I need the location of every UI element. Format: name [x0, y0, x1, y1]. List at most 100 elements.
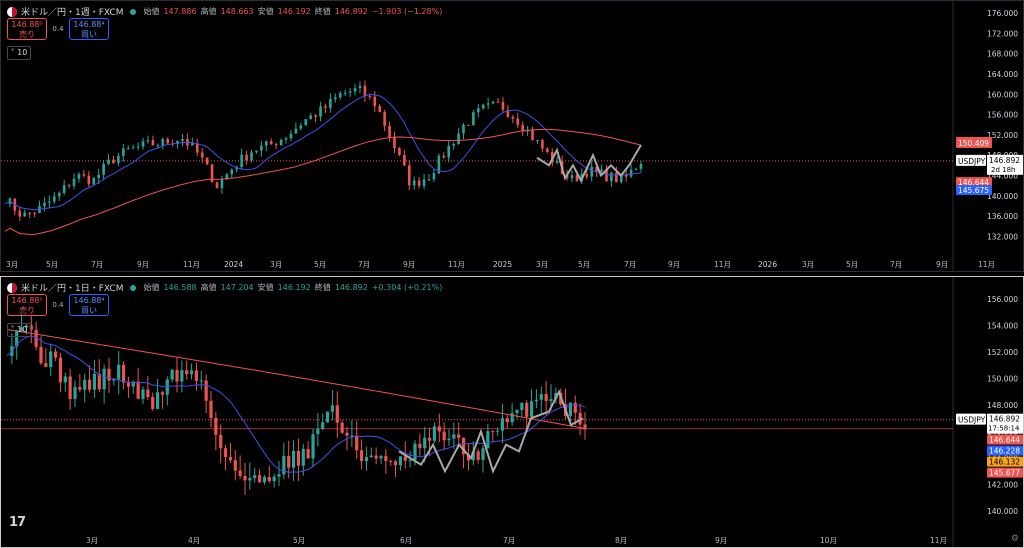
- settings-gear-icon[interactable]: ⚙: [1010, 534, 1019, 544]
- daily-candle: [126, 382, 131, 387]
- weekly-candle: [624, 174, 628, 177]
- weekly-candle: [324, 106, 327, 108]
- daily-candle: [112, 379, 116, 381]
- symbol-title[interactable]: 米ドル／円・1日・FXCM: [21, 284, 124, 294]
- daily-candle: [253, 475, 257, 479]
- weekly-candle: [457, 133, 460, 145]
- weekly-candle: [131, 147, 135, 149]
- x-tick-label: 9月: [715, 536, 727, 545]
- daily-candle: [29, 325, 33, 330]
- weekly-candle: [225, 174, 229, 180]
- daily-candle: [301, 449, 305, 466]
- zigzag-line: [398, 389, 584, 474]
- daily-candle: [437, 426, 441, 432]
- daily-candle: [287, 456, 291, 468]
- slow-ma-price-tag-bg: [956, 136, 992, 148]
- weekly-candle: [48, 201, 51, 203]
- daily-candle: [461, 437, 466, 455]
- buy-button[interactable]: 146.88⁴ 買い: [69, 18, 109, 40]
- y-tick-label: 172.000: [987, 29, 1018, 38]
- buy-button[interactable]: 146.88⁴ 買い: [69, 294, 109, 316]
- weekly-candle: [43, 202, 46, 207]
- indicator-toggle[interactable]: ˅ 10: [7, 46, 31, 60]
- daily-candle: [510, 413, 514, 423]
- usd-jpy-flag-icon: [7, 6, 17, 17]
- y-tick-label: 136.000: [987, 212, 1018, 221]
- indicator-toggle[interactable]: ˅ 10: [7, 323, 31, 337]
- daily-chart-canvas[interactable]: 156.000154.000152.000150.000148.000146.0…: [1, 277, 1023, 547]
- weekly-candle: [195, 143, 199, 153]
- weekly-chart-pane[interactable]: 176.000 172.000 168.000 164.000 160.000 156.0…: [0, 0, 1024, 272]
- daily-candle: [457, 434, 461, 438]
- open-value: 146.588: [163, 283, 197, 292]
- daily-candle: [238, 470, 242, 476]
- daily-candle: [189, 370, 194, 375]
- x-tick-label: 2024: [224, 260, 243, 269]
- sell-button[interactable]: 146.88⁰ 売り: [7, 18, 47, 40]
- slow-ma-price-tag: 150.409: [958, 139, 989, 148]
- fast-ma-line: [4, 94, 642, 211]
- daily-candle: [427, 437, 432, 441]
- market-open-dot-icon: [130, 284, 137, 291]
- y-tick-label: 168.000: [987, 50, 1018, 59]
- weekly-candle: [77, 174, 81, 179]
- weekly-candle: [600, 169, 603, 172]
- weekly-candle: [28, 212, 31, 214]
- usd-jpy-flag-icon: [7, 282, 17, 293]
- weekly-candle: [412, 180, 416, 186]
- x-tick-label: 7月: [91, 260, 103, 269]
- sell-button[interactable]: 146.88⁰ 売り: [7, 294, 47, 316]
- daily-candle: [49, 351, 53, 367]
- x-tick-label: 3月: [86, 536, 98, 545]
- weekly-candle: [62, 185, 66, 193]
- daily-candle: [180, 370, 184, 382]
- y-tick-label: 140.000: [987, 507, 1018, 516]
- x-tick-label: 7月: [358, 260, 370, 269]
- daily-candle: [243, 475, 247, 481]
- weekly-candle: [245, 154, 248, 161]
- weekly-candle: [452, 144, 455, 146]
- high-value: 147.204: [220, 283, 254, 292]
- x-tick-label: 11月: [714, 260, 731, 269]
- daily-candle: [185, 370, 189, 375]
- y-tick-label: 152.000: [987, 131, 1018, 140]
- daily-candle: [359, 450, 364, 462]
- weekly-candle: [255, 150, 258, 153]
- daily-candle: [92, 373, 97, 390]
- low-value: 146.192: [277, 283, 311, 292]
- daily-candle: [476, 451, 480, 460]
- daily-candle: [384, 456, 388, 461]
- weekly-candle: [200, 152, 204, 158]
- trade-buttons: 146.88⁰ 売り 0.4 146.88⁴ 買い: [7, 18, 109, 40]
- weekly-candle: [304, 119, 308, 126]
- weekly-candle: [260, 145, 263, 151]
- trade-buttons: 146.88⁰ 売り 0.4 146.88⁴ 買い: [7, 294, 109, 316]
- low-key: 安値: [257, 7, 274, 16]
- daily-candle: [486, 431, 490, 449]
- sell-price: 146.88⁰: [11, 20, 43, 29]
- daily-candle: [442, 431, 446, 441]
- daily-candle: [262, 476, 267, 483]
- x-tick-label: 5月: [46, 260, 58, 269]
- blue-price-tag-bg: [987, 445, 1023, 456]
- open-key: 始値: [143, 7, 160, 16]
- daily-candle: [306, 449, 310, 459]
- spread-value: 0.4: [52, 301, 64, 309]
- weekly-candle: [590, 166, 593, 177]
- weekly-candle: [427, 179, 431, 181]
- weekly-candle: [570, 175, 574, 179]
- daily-candle: [175, 369, 179, 382]
- weekly-candle: [605, 169, 608, 182]
- weekly-candle: [541, 140, 544, 149]
- daily-candle: [447, 438, 451, 441]
- pink-price-tag-bg: [956, 177, 992, 188]
- daily-candle: [364, 457, 369, 462]
- symbol-title[interactable]: 米ドル／円・1週・FXCM: [21, 8, 124, 18]
- tradingview-logo[interactable]: 17: [9, 515, 26, 530]
- weekly-candle: [585, 174, 589, 177]
- x-tick-label: 9月: [403, 260, 415, 269]
- weekly-chart-canvas[interactable]: 176.000 172.000 168.000 164.000 160.000 156.0…: [1, 1, 1023, 271]
- chevron-down-icon: ˅: [10, 48, 18, 57]
- y-tick-label: 156.000: [987, 295, 1018, 304]
- daily-chart-pane[interactable]: 156.000154.000152.000150.000148.000146.0…: [0, 276, 1024, 548]
